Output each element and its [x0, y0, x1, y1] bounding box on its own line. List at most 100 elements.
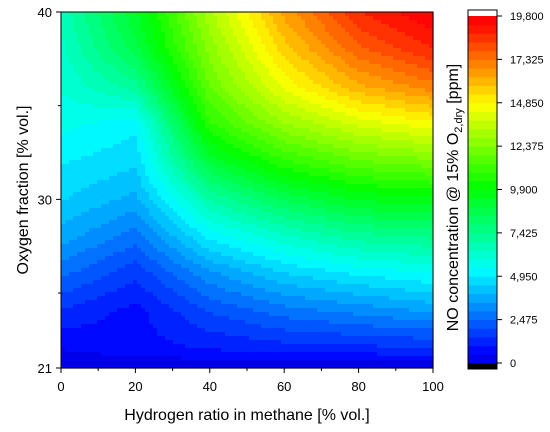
- contour-cell: [85, 72, 90, 77]
- contour-cell: [109, 108, 114, 113]
- contour-cell: [297, 160, 302, 165]
- contour-cell: [85, 168, 90, 173]
- contour-cell: [73, 140, 78, 145]
- contour-cell: [349, 128, 354, 133]
- contour-cell: [273, 20, 278, 25]
- contour-cell: [221, 192, 226, 197]
- contour-cell: [173, 172, 178, 177]
- contour-cell: [217, 76, 222, 81]
- contour-cell: [301, 204, 306, 209]
- contour-cell: [273, 116, 278, 121]
- contour-cell: [357, 32, 362, 37]
- contour-cell: [253, 64, 258, 69]
- contour-cell: [249, 172, 254, 177]
- contour-cell: [313, 64, 318, 69]
- contour-cell: [409, 192, 414, 197]
- contour-cell: [177, 96, 182, 101]
- contour-cell: [241, 40, 246, 45]
- contour-cell: [421, 176, 426, 181]
- contour-cell: [389, 64, 394, 69]
- contour-cell: [201, 164, 206, 169]
- contour-cell: [321, 168, 326, 173]
- contour-cell: [397, 16, 402, 21]
- contour-cell: [213, 24, 218, 29]
- contour-cell: [341, 32, 346, 37]
- contour-cell: [253, 124, 258, 129]
- contour-cell: [365, 172, 370, 177]
- contour-cell: [221, 32, 226, 37]
- contour-cell: [117, 116, 122, 121]
- contour-cell: [197, 224, 202, 229]
- contour-cell: [317, 176, 322, 181]
- contour-cell: [417, 196, 422, 201]
- contour-cell: [81, 148, 86, 153]
- contour-cell: [93, 104, 98, 109]
- contour-cell: [413, 216, 418, 221]
- contour-cell: [289, 192, 294, 197]
- contour-cell: [157, 156, 162, 161]
- contour-cell: [413, 60, 418, 65]
- contour-cell: [217, 116, 222, 121]
- contour-cell: [377, 164, 382, 169]
- contour-cell: [417, 32, 422, 37]
- contour-cell: [113, 116, 118, 121]
- contour-cell: [425, 156, 430, 161]
- contour-cell: [337, 60, 342, 65]
- contour-cell: [149, 64, 154, 69]
- contour-cell: [321, 208, 326, 213]
- contour-cell: [217, 40, 222, 45]
- contour-cell: [389, 44, 394, 49]
- contour-cell: [105, 120, 110, 125]
- contour-cell: [89, 136, 94, 141]
- contour-cell: [77, 28, 82, 33]
- contour-cell: [225, 84, 230, 89]
- contour-cell: [129, 12, 134, 17]
- contour-cell: [61, 176, 66, 181]
- contour-cell: [245, 40, 250, 45]
- contour-cell: [61, 80, 66, 85]
- contour-cell: [321, 176, 326, 181]
- contour-cell: [221, 60, 226, 65]
- contour-cell: [101, 48, 106, 53]
- contour-cell: [369, 168, 374, 173]
- contour-cell: [225, 136, 230, 141]
- contour-cell: [317, 92, 322, 97]
- contour-cell: [157, 216, 162, 221]
- contour-cell: [181, 180, 186, 185]
- contour-cell: [185, 136, 190, 141]
- contour-cell: [313, 184, 318, 189]
- contour-cell: [337, 148, 342, 153]
- contour-cell: [365, 40, 370, 45]
- contour-cell: [273, 132, 278, 137]
- contour-cell: [257, 148, 262, 153]
- contour-cell: [305, 224, 310, 229]
- contour-cell: [409, 180, 414, 185]
- contour-cell: [65, 92, 70, 97]
- contour-cell: [405, 60, 410, 65]
- contour-cell: [329, 64, 334, 69]
- contour-cell: [165, 40, 170, 45]
- contour-cell: [369, 104, 374, 109]
- contour-cell: [381, 132, 386, 137]
- contour-cell: [125, 152, 130, 157]
- contour-cell: [225, 12, 230, 17]
- contour-cell: [97, 56, 102, 61]
- contour-cell: [153, 176, 158, 181]
- contour-cell: [189, 184, 194, 189]
- contour-cell: [397, 72, 402, 77]
- contour-cell: [305, 64, 310, 69]
- contour-cell: [281, 16, 286, 21]
- contour-cell: [137, 144, 142, 149]
- contour-cell: [245, 12, 250, 17]
- contour-cell: [233, 104, 238, 109]
- contour-cell: [309, 116, 314, 121]
- contour-cell: [257, 24, 262, 29]
- contour-cell: [157, 132, 162, 137]
- contour-cell: [209, 176, 214, 181]
- contour-cell: [273, 220, 278, 225]
- contour-cell: [185, 132, 190, 137]
- contour-cell: [225, 212, 230, 217]
- contour-cell: [109, 68, 114, 73]
- contour-cell: [237, 36, 242, 41]
- contour-cell: [301, 28, 306, 33]
